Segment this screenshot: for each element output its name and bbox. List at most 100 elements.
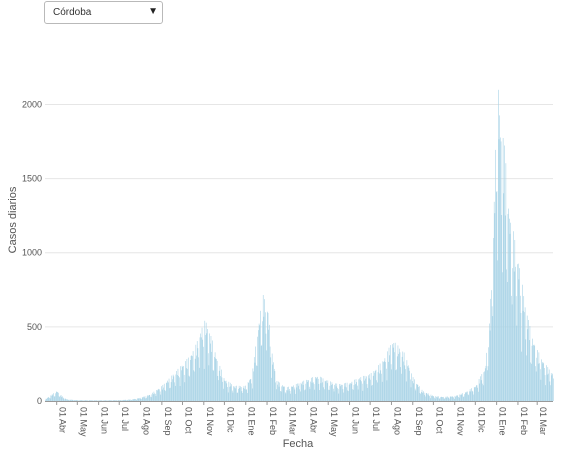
- bar: [129, 399, 131, 401]
- bar: [54, 396, 56, 401]
- bar: [81, 400, 83, 401]
- bar: [398, 353, 399, 401]
- bar: [325, 381, 327, 401]
- bar: [206, 333, 208, 401]
- bar: [214, 352, 216, 401]
- bar: [130, 399, 131, 401]
- bar: [221, 377, 223, 401]
- bar: [391, 369, 393, 401]
- bar: [319, 376, 321, 401]
- bar: [297, 385, 299, 401]
- bar: [146, 396, 148, 401]
- bar: [64, 399, 65, 401]
- bar: [295, 393, 296, 401]
- bar: [346, 382, 348, 401]
- bar: [53, 393, 54, 401]
- bars: [45, 89, 554, 402]
- bar: [176, 375, 178, 401]
- y-tick-label: 500: [27, 322, 42, 332]
- bar: [192, 351, 194, 401]
- bar: [425, 396, 426, 401]
- bar: [449, 396, 451, 401]
- bar: [200, 333, 201, 401]
- bar: [537, 350, 538, 401]
- bar: [278, 381, 279, 401]
- bar: [205, 335, 206, 401]
- bar: [515, 266, 516, 401]
- region-select[interactable]: Córdoba ▼: [44, 1, 163, 24]
- bar: [207, 353, 209, 401]
- bar: [141, 399, 142, 401]
- bar: [438, 396, 439, 401]
- bar: [403, 352, 405, 401]
- bar: [273, 362, 274, 401]
- bar: [548, 373, 549, 401]
- bar: [468, 395, 470, 401]
- region-select-value: Córdoba: [53, 7, 92, 18]
- bar: [422, 392, 423, 401]
- bar: [60, 395, 61, 401]
- bar: [411, 373, 412, 401]
- bar: [478, 379, 480, 401]
- bar: [178, 376, 179, 401]
- bar: [135, 399, 136, 401]
- bar: [275, 389, 277, 401]
- bar: [528, 319, 529, 401]
- bar: [75, 400, 76, 401]
- bar: [352, 389, 353, 401]
- bar: [47, 397, 48, 401]
- bar: [548, 369, 550, 401]
- bar: [424, 394, 426, 401]
- x-tick-label: 01 Ene: [247, 407, 257, 436]
- x-axis-title: Fecha: [283, 438, 314, 450]
- bar: [538, 352, 540, 401]
- x-tick-label: 01 Ago: [392, 407, 402, 435]
- bar: [80, 400, 82, 401]
- bar: [130, 399, 132, 401]
- bar: [309, 388, 311, 401]
- bar: [410, 387, 412, 401]
- bar: [420, 393, 421, 401]
- bar: [213, 370, 215, 401]
- bar: [488, 347, 489, 401]
- bar: [115, 400, 117, 401]
- bar: [269, 324, 270, 401]
- bar: [203, 346, 204, 401]
- bar: [147, 395, 149, 401]
- bar: [190, 360, 191, 401]
- bar: [518, 279, 520, 401]
- bar: [393, 342, 395, 401]
- bar: [537, 363, 539, 401]
- x-tick-label: 01 Ene: [498, 407, 508, 436]
- bar: [318, 383, 320, 401]
- bar: [379, 373, 380, 401]
- bar: [409, 370, 410, 401]
- bar: [455, 396, 456, 401]
- bar: [465, 392, 466, 401]
- bar: [517, 263, 519, 401]
- bar: [372, 375, 374, 401]
- bar: [181, 365, 183, 401]
- bar: [450, 396, 452, 401]
- bar: [271, 377, 272, 401]
- bar: [116, 400, 118, 401]
- bar: [354, 379, 355, 401]
- bar: [385, 362, 386, 401]
- bar: [469, 389, 471, 401]
- bar: [238, 388, 239, 401]
- bar: [117, 400, 119, 401]
- bar: [525, 339, 527, 401]
- bar: [357, 385, 358, 401]
- bar: [370, 379, 371, 401]
- bar: [302, 384, 304, 401]
- bar: [248, 382, 250, 401]
- bar: [473, 394, 474, 401]
- bar: [433, 396, 434, 401]
- bar: [499, 115, 500, 401]
- bar: [533, 345, 534, 401]
- bar: [374, 372, 375, 401]
- bar: [71, 399, 73, 401]
- bar: [358, 379, 360, 401]
- bar: [389, 355, 390, 401]
